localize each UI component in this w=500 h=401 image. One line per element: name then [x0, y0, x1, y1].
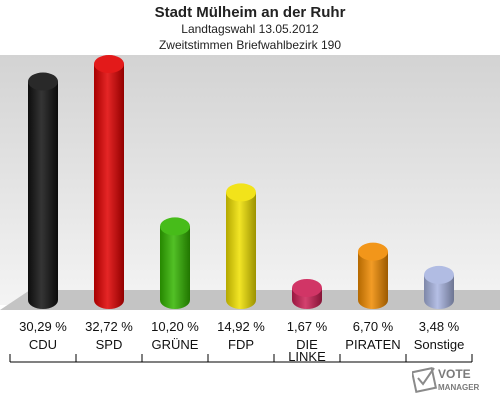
chart-subtitle-date: Landtagswahl 13.05.2012: [181, 22, 319, 36]
bar: [28, 72, 58, 309]
category-label: FDP: [228, 337, 254, 352]
bar-body: [160, 226, 190, 309]
bar-body: [358, 251, 388, 309]
category-label: GRÜNE: [152, 337, 199, 352]
bar: [226, 183, 256, 309]
category-label: PIRATEN: [345, 337, 400, 352]
checkmark-icon: [410, 366, 438, 394]
bar-cap: [94, 55, 124, 74]
value-label: 6,70 %: [353, 319, 394, 334]
value-label: 1,67 %: [287, 319, 328, 334]
category-label: DIE: [296, 337, 318, 352]
value-label: 10,20 %: [151, 319, 199, 334]
bar-cap: [292, 278, 322, 297]
value-label: 14,92 %: [217, 319, 265, 334]
bar: [94, 55, 124, 309]
value-label: 3,48 %: [419, 319, 460, 334]
bar-cap: [358, 242, 388, 261]
bar-cap: [226, 183, 256, 202]
vote-manager-logo: VOTE MANAGER: [410, 364, 494, 396]
bar: [424, 265, 454, 309]
category-label: SPD: [96, 337, 123, 352]
bar-body: [28, 81, 58, 309]
bar: [160, 217, 190, 309]
chart-subtitle-district: Zweitstimmen Briefwahlbezirk 190: [159, 38, 341, 52]
bar: [358, 242, 388, 309]
bar-body: [424, 274, 454, 309]
value-label: 32,72 %: [85, 319, 133, 334]
bar: [292, 278, 322, 309]
bar-cap: [160, 217, 190, 236]
category-label: CDU: [29, 337, 57, 352]
category-label: LINKE: [288, 349, 326, 364]
category-label: Sonstige: [414, 337, 465, 352]
bar-cap: [28, 72, 58, 91]
logo-text-line2: MANAGER: [438, 383, 480, 392]
logo-text-line1: VOTE: [438, 367, 471, 381]
bar-body: [226, 192, 256, 309]
chart-title: Stadt Mülheim an der Ruhr: [155, 4, 346, 21]
bar-cap: [424, 265, 454, 284]
bar-body: [94, 64, 124, 309]
value-label: 30,29 %: [19, 319, 67, 334]
